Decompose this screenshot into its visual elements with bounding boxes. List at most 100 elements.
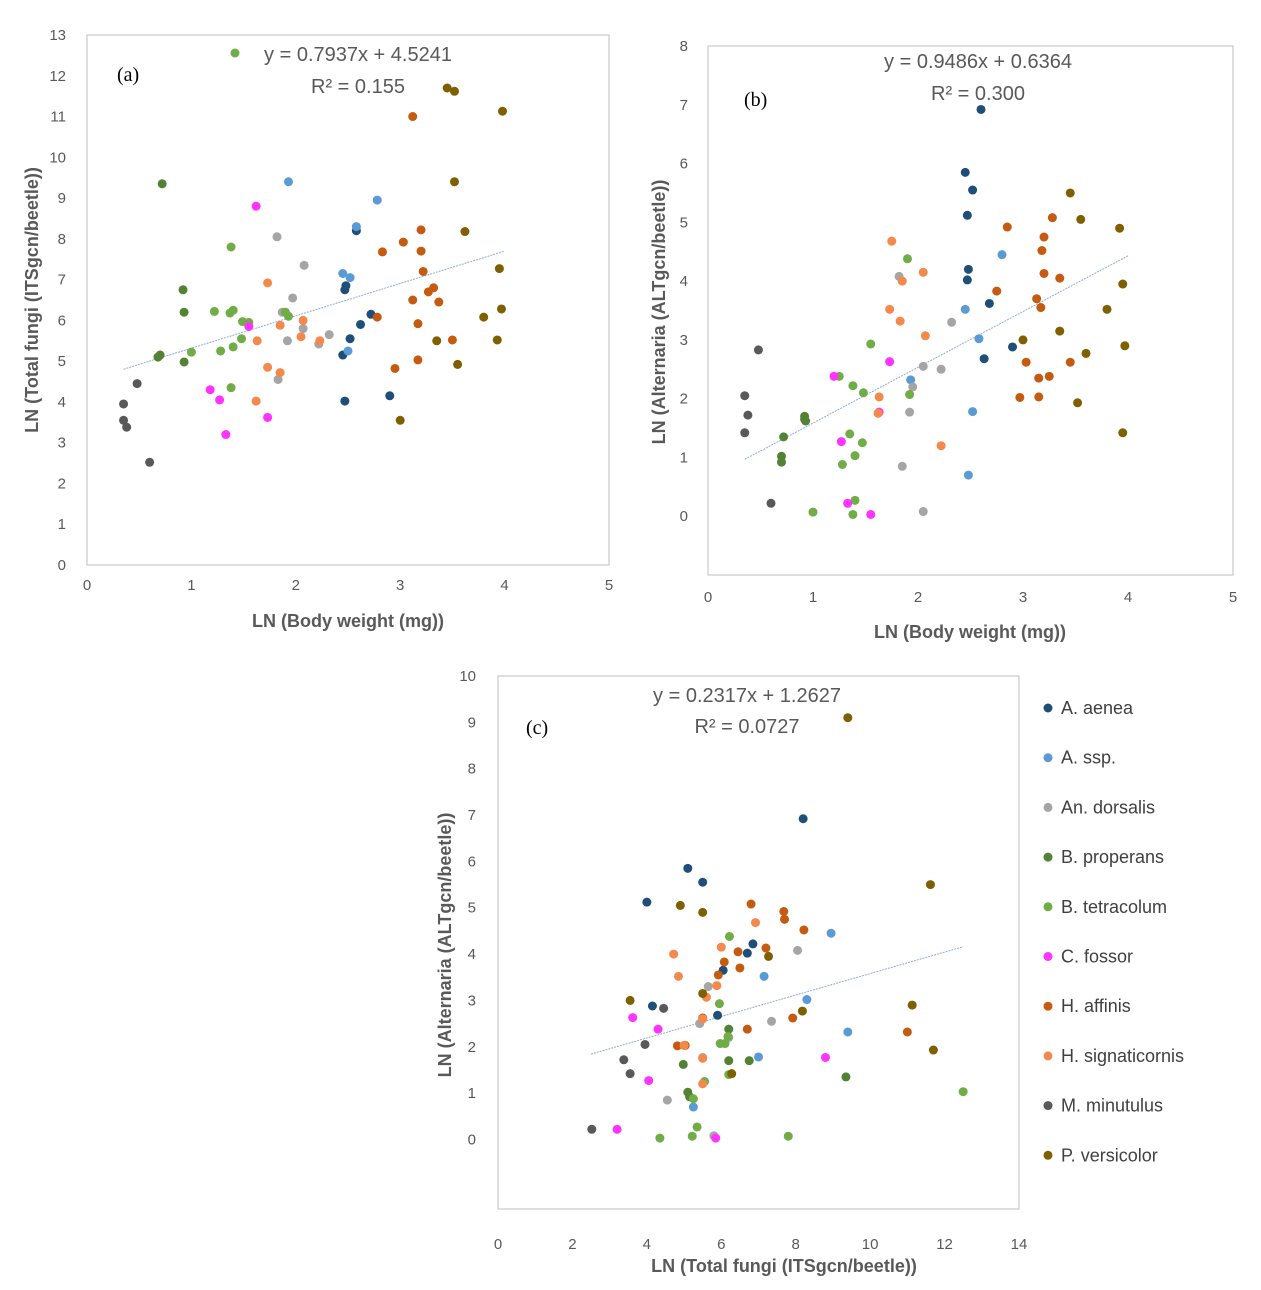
panel-b-point-a-aenea <box>976 104 986 114</box>
panel-c-point-an-dorsalis <box>793 945 803 955</box>
panel-b-x-tick-label: 5 <box>1229 589 1237 606</box>
panel-c-point-an-dorsalis <box>767 1016 777 1026</box>
panel-a-point-b-tetracolum <box>209 306 219 316</box>
panel-c-y-tick-label: 4 <box>468 946 476 963</box>
legend-label-a-aenea: A. aenea <box>1061 698 1134 718</box>
panel-b-x-tick-label: 0 <box>704 589 712 606</box>
panel-a-point-h-affinis <box>413 319 423 329</box>
panel-c-point-h-signaticornis <box>751 918 761 928</box>
panel-a-point-p-versicolor <box>449 177 459 187</box>
panel-a-r-squared: R² = 0.155 <box>311 76 405 98</box>
panel-b-y-tick-label: 3 <box>680 332 688 349</box>
panel-a-x-tick-label: 5 <box>605 577 613 594</box>
panel-c-point-h-signaticornis <box>712 981 722 991</box>
panel-c-point-h-affinis <box>733 947 743 957</box>
panel-b-point-m-minutulus <box>743 410 753 420</box>
panel-b-point-m-minutulus <box>740 428 750 438</box>
panel-a-point-a-aenea <box>340 396 350 406</box>
panel-b-y-tick-label: 6 <box>680 156 688 173</box>
legend-marker-b-properans <box>1043 852 1053 862</box>
legend-label-h-signaticornis: H. signaticornis <box>1061 1046 1184 1066</box>
panel-b-point-p-versicolor <box>1118 428 1128 438</box>
panel-b-x-tick-label: 4 <box>1124 589 1132 606</box>
panel-b-point-b-tetracolum <box>903 254 912 264</box>
panel-b-point-b-properans <box>779 432 789 442</box>
panel-a-y-tick-label: 13 <box>49 27 66 44</box>
panel-a-point-h-signaticornis <box>275 320 285 330</box>
panel-c-point-a-aenea <box>748 939 758 949</box>
panel-a-point-c-fossor <box>215 395 225 405</box>
panel-b-point-h-affinis <box>1037 246 1047 256</box>
panel-b-point-m-minutulus <box>766 498 776 508</box>
legend: A. aenea A. ssp. An. dorsalis B. properans B… <box>1043 698 1184 1165</box>
panel-a-point-b-tetracolum <box>216 346 226 356</box>
panel-c-point-m-minutulus <box>619 1055 629 1065</box>
panel-a-point-b-properans <box>157 179 167 189</box>
panel-b-y-ticks: 0 1 2 3 4 5 6 7 8 <box>680 38 688 525</box>
panel-b-point-an-dorsalis <box>908 382 918 392</box>
panel-b-point-a-aenea <box>962 275 972 285</box>
panel-a-point-h-affinis <box>447 335 457 345</box>
panel-c-point-b-tetracolum <box>692 1122 702 1132</box>
panel-c-x-tick-label: 14 <box>1011 1236 1028 1253</box>
panel-c-point-b-tetracolum <box>687 1131 697 1141</box>
panel-b-point-c-fossor <box>866 509 876 519</box>
panel-c-point-h-signaticornis <box>716 942 726 952</box>
panel-b-point-b-properans <box>777 457 786 467</box>
panel-c-point-h-affinis <box>780 914 790 924</box>
panel-b-point-h-signaticornis <box>887 236 897 246</box>
panel-c-x-tick-label: 8 <box>792 1236 800 1253</box>
panel-b-point-a-ssp <box>963 470 973 480</box>
panel-c-point-h-affinis <box>742 1024 752 1034</box>
panel-a-x-axis-label: LN (Body weight (mg)) <box>252 611 444 631</box>
panel-b-y-axis-label: LN (Alternaria (ALTgcn/beetle)) <box>649 180 669 445</box>
panel-a-point-a-aenea <box>341 281 351 291</box>
panel-b-point-an-dorsalis <box>905 407 915 417</box>
panel-b-point-p-versicolor <box>1065 188 1075 198</box>
panel-c-x-tick-label: 2 <box>568 1236 576 1253</box>
legend-label-c-fossor: C. fossor <box>1061 947 1133 967</box>
panel-b-point-a-ssp <box>968 407 978 417</box>
panel-c-point-b-tetracolum <box>958 1087 968 1097</box>
panel-a-point-a-ssp <box>338 269 348 278</box>
panel-a-points <box>119 83 508 467</box>
panel-c-x-axis-label: LN (Total fungi (ITSgcn/beetle)) <box>651 1256 917 1276</box>
panel-c-r-squared: R² = 0.0727 <box>694 716 799 738</box>
panel-c-point-b-tetracolum <box>723 1032 733 1042</box>
panel-c-point-p-versicolor <box>843 713 853 723</box>
panel-c-point-h-signaticornis <box>698 1079 708 1089</box>
panel-a-point-b-tetracolum <box>226 383 236 393</box>
panel-a-point-h-affinis <box>418 266 428 276</box>
panel-b-point-p-versicolor <box>1018 335 1028 345</box>
panel-c-point-h-affinis <box>799 925 809 935</box>
panel-a-point-a-ssp <box>351 222 361 232</box>
panel-c-y-tick-label: 9 <box>468 714 476 731</box>
panel-b-point-b-tetracolum <box>845 429 855 439</box>
panel-c-x-tick-label: 10 <box>862 1236 879 1253</box>
panel-c-point-c-fossor <box>612 1124 622 1134</box>
panel-c-point-a-ssp <box>826 928 836 938</box>
panel-c-point-a-aenea <box>798 814 808 824</box>
panel-b-point-b-tetracolum <box>808 507 818 517</box>
panel-c-point-c-fossor <box>820 1052 830 1062</box>
panel-c-point-b-properans <box>724 1056 734 1066</box>
panel-a-point-an-dorsalis <box>299 260 309 270</box>
panel-c-y-tick-label: 5 <box>468 900 476 917</box>
panel-c-point-a-aenea <box>647 1001 657 1011</box>
panel-c-point-p-versicolor <box>925 880 935 890</box>
panel-c-point-h-affinis <box>761 943 771 953</box>
panel-b-point-h-signaticornis <box>897 276 907 286</box>
panel-a-point-p-versicolor <box>453 359 463 369</box>
panel-c-y-tick-label: 8 <box>468 761 476 778</box>
panel-b-point-h-signaticornis <box>885 304 895 314</box>
panel-a-point-h-signaticornis <box>298 315 308 325</box>
panel-b-point-a-ssp <box>997 250 1007 260</box>
panel-c-y-axis-label: LN (Alternaria (ALTgcn/beetle)) <box>435 813 455 1078</box>
legend-label-an-dorsalis: An. dorsalis <box>1061 797 1155 817</box>
panel-a-point-b-properans <box>179 357 189 367</box>
panel-a-y-tick-label: 6 <box>58 312 66 329</box>
panel-a-point-p-versicolor <box>395 415 405 425</box>
panel-c-point-p-versicolor <box>625 995 635 1005</box>
panel-b-point-h-affinis <box>1036 303 1046 313</box>
panel-c-point-p-versicolor <box>727 1069 737 1079</box>
